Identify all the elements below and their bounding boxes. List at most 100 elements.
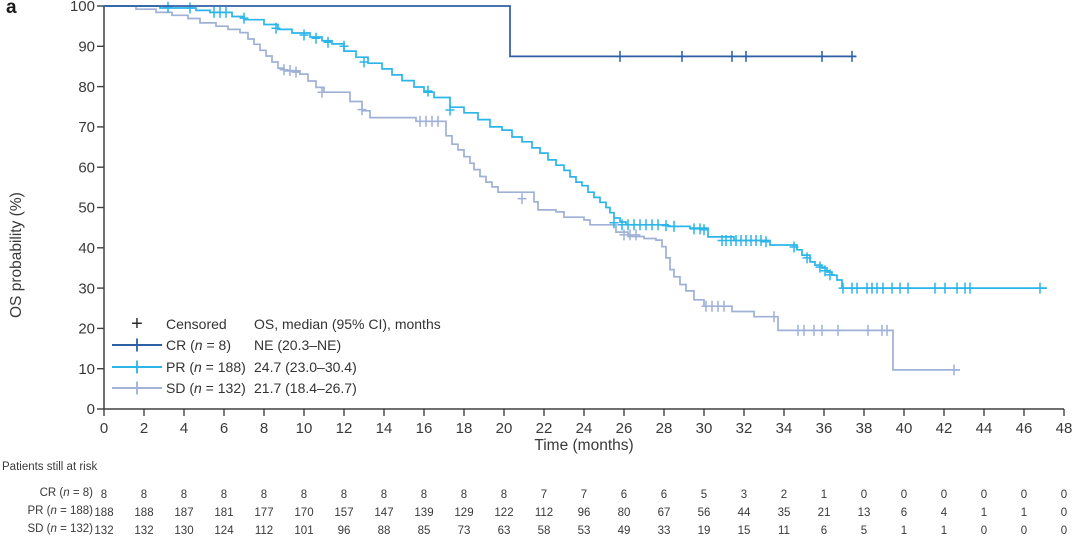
- x-tick-label: 16: [416, 420, 433, 437]
- x-tick-label: 40: [896, 420, 913, 437]
- x-tick-label: 26: [616, 420, 633, 437]
- x-tick-label: 20: [496, 420, 513, 437]
- at-risk-count: 5: [861, 525, 867, 537]
- at-risk-count: 181: [214, 507, 233, 519]
- at-risk-count: 1: [981, 507, 987, 519]
- at-risk-count: 0: [1061, 525, 1067, 537]
- at-risk-count: 58: [538, 525, 551, 537]
- at-risk-count: 0: [1021, 525, 1027, 537]
- y-tick-label: 80: [78, 79, 95, 96]
- y-tick-label: 10: [78, 361, 95, 378]
- at-risk-count: 0: [1061, 489, 1067, 501]
- at-risk-count: 8: [101, 489, 107, 501]
- at-risk-count: 13: [858, 507, 871, 519]
- at-risk-count: 96: [578, 507, 591, 519]
- legend-group-label: CR (n = 8): [166, 337, 231, 354]
- at-risk-count: 157: [334, 507, 353, 519]
- x-tick-label: 32: [736, 420, 753, 437]
- at-risk-count: 56: [698, 507, 711, 519]
- at-risk-count: 188: [134, 507, 153, 519]
- at-risk-count: 88: [378, 525, 391, 537]
- x-tick-label: 28: [656, 420, 673, 437]
- at-risk-count: 139: [414, 507, 433, 519]
- at-risk-count: 7: [541, 489, 547, 501]
- y-tick-label: 20: [78, 321, 95, 338]
- at-risk-row-label-pr: PR (n = 188): [27, 505, 93, 517]
- at-risk-count: 96: [338, 525, 351, 537]
- x-tick-label: 44: [976, 420, 993, 437]
- at-risk-count: 132: [134, 525, 153, 537]
- at-risk-count: 2: [781, 489, 787, 501]
- at-risk-count: 8: [261, 489, 267, 501]
- x-tick-label: 12: [336, 420, 353, 437]
- at-risk-count: 187: [174, 507, 193, 519]
- y-tick-label: 60: [78, 159, 95, 176]
- at-risk-count: 53: [578, 525, 591, 537]
- x-tick-label: 18: [456, 420, 473, 437]
- censor-marks-sd: [279, 64, 959, 376]
- y-tick-label: 90: [78, 39, 95, 56]
- at-risk-count: 6: [621, 489, 627, 501]
- y-tick-label: 100: [70, 0, 95, 15]
- censor-marks-cr: [615, 50, 857, 62]
- at-risk-count: 11: [778, 525, 790, 537]
- at-risk-count: 1: [821, 489, 827, 501]
- at-risk-row-label-sd: SD (n = 132): [27, 523, 93, 535]
- x-tick-label: 38: [856, 420, 873, 437]
- at-risk-count: 170: [294, 507, 313, 519]
- at-risk-title: Patients still at risk: [2, 461, 98, 473]
- x-tick-label: 10: [296, 420, 313, 437]
- y-tick-label: 50: [78, 200, 95, 217]
- legend-median-value: 21.7 (18.4–26.7): [254, 380, 357, 397]
- y-tick-label: 70: [78, 119, 95, 136]
- at-risk-count: 8: [141, 489, 147, 501]
- y-axis-title: OS probability (%): [8, 192, 25, 318]
- at-risk-count: 0: [981, 489, 987, 501]
- at-risk-count: 15: [738, 525, 751, 537]
- x-tick-label: 6: [220, 420, 228, 437]
- legend-line-swatch-cr: [110, 337, 164, 353]
- x-tick-label: 8: [260, 420, 268, 437]
- y-tick-label: 30: [78, 280, 95, 297]
- x-axis-title: Time (months): [534, 437, 634, 454]
- at-risk-count: 8: [341, 489, 347, 501]
- at-risk-count: 4: [941, 507, 948, 519]
- at-risk-count: 130: [174, 525, 193, 537]
- at-risk-count: 1: [901, 525, 907, 537]
- at-risk-count: 0: [861, 489, 867, 501]
- x-tick-label: 0: [100, 420, 108, 437]
- legend: + Censored OS, median (95% CI), months C…: [110, 313, 441, 399]
- y-tick-label: 0: [87, 401, 95, 418]
- at-risk-count: 6: [661, 489, 667, 501]
- x-tick-label: 4: [180, 420, 188, 437]
- at-risk-count: 1: [1021, 507, 1027, 519]
- at-risk-count: 0: [941, 489, 947, 501]
- at-risk-count: 49: [618, 525, 631, 537]
- y-tick-label: 40: [78, 240, 95, 257]
- at-risk-count: 44: [738, 507, 751, 519]
- at-risk-count: 132: [94, 525, 113, 537]
- x-tick-label: 24: [576, 420, 593, 437]
- at-risk-count: 1: [941, 525, 947, 537]
- at-risk-count: 21: [818, 507, 831, 519]
- panel-label: a: [6, 0, 17, 18]
- at-risk-count: 0: [981, 525, 987, 537]
- at-risk-count: 112: [255, 525, 273, 537]
- at-risk-count: 177: [254, 507, 273, 519]
- at-risk-count: 5: [701, 489, 707, 501]
- at-risk-count: 0: [1061, 507, 1067, 519]
- at-risk-count: 188: [94, 507, 113, 519]
- at-risk-count: 35: [778, 507, 791, 519]
- x-tick-label: 48: [1056, 420, 1073, 437]
- at-risk-count: 80: [618, 507, 631, 519]
- legend-line-swatch-sd: [110, 380, 164, 396]
- at-risk-count: 33: [658, 525, 671, 537]
- legend-censored-label: Censored: [166, 315, 227, 332]
- x-tick-label: 22: [536, 420, 553, 437]
- at-risk-count: 147: [374, 507, 393, 519]
- censor-marks-pr: [163, 1, 1045, 294]
- x-tick-label: 30: [696, 420, 713, 437]
- x-tick-label: 34: [776, 420, 793, 437]
